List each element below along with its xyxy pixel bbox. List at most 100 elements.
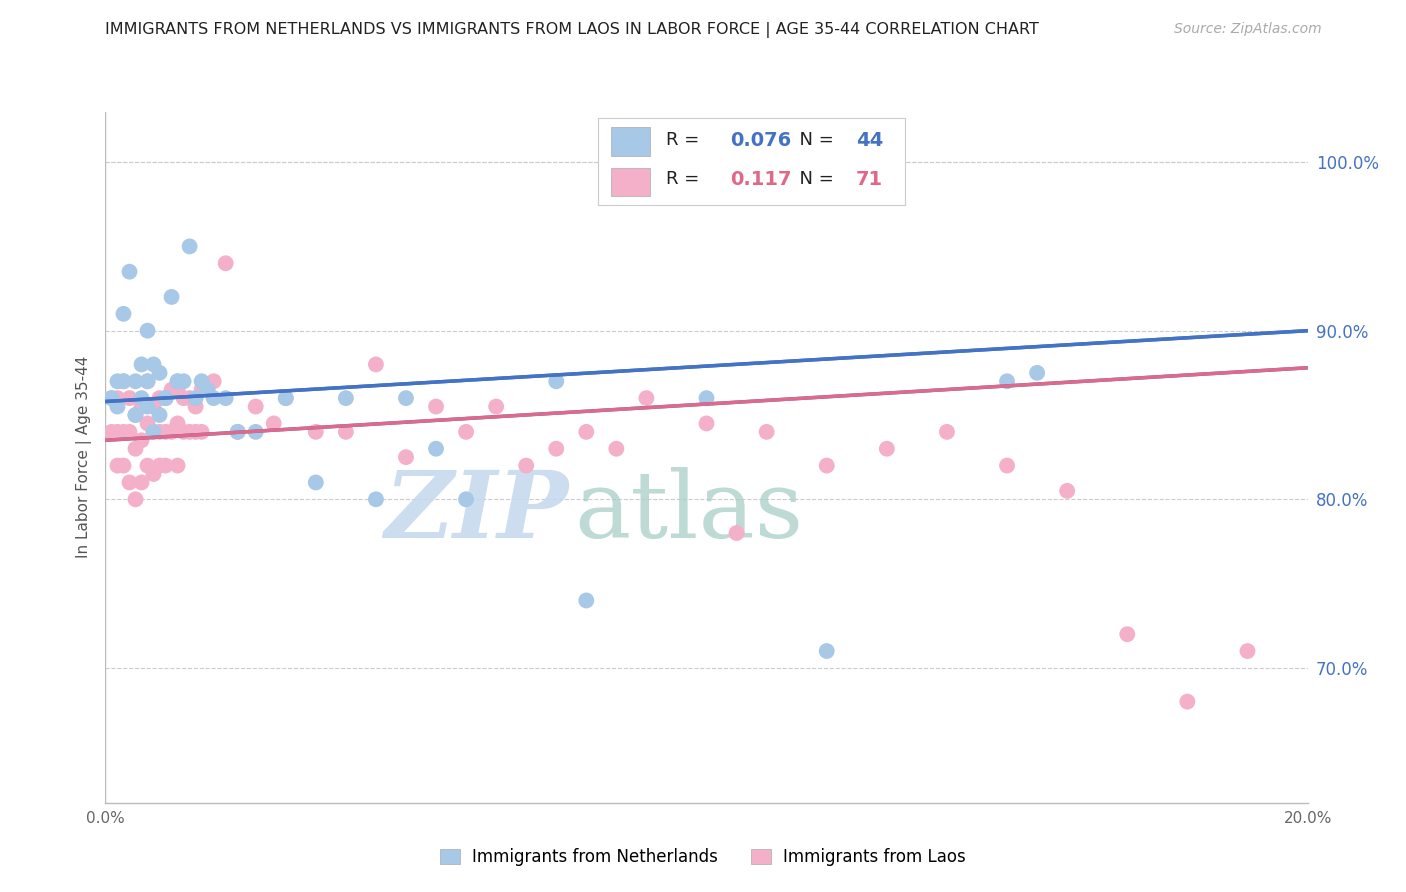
Point: [725, 526, 748, 541]
Point: [1116, 627, 1139, 641]
Point: [136, 400, 159, 414]
Point: [636, 391, 658, 405]
Point: [124, 492, 146, 507]
Point: [131, 358, 153, 372]
Point: [425, 400, 447, 414]
Text: atlas: atlas: [574, 467, 804, 558]
Point: [1026, 366, 1049, 380]
Point: [160, 383, 183, 397]
Point: [696, 417, 718, 431]
Point: [305, 475, 328, 490]
Point: [118, 475, 141, 490]
Point: [136, 324, 159, 338]
Point: [124, 442, 146, 456]
Point: [131, 475, 153, 490]
Point: [148, 408, 170, 422]
Point: [107, 391, 129, 405]
Point: [605, 442, 627, 456]
Point: [136, 374, 159, 388]
Point: [202, 374, 225, 388]
Point: [546, 442, 568, 456]
Point: [226, 425, 249, 439]
Point: [155, 391, 177, 405]
Point: [112, 374, 135, 388]
Legend: Immigrants from Netherlands, Immigrants from Laos: Immigrants from Netherlands, Immigrants …: [432, 840, 974, 875]
Point: [112, 425, 135, 439]
Point: [425, 442, 447, 456]
Point: [142, 400, 165, 414]
Point: [245, 400, 267, 414]
Point: [173, 425, 195, 439]
Text: IMMIGRANTS FROM NETHERLANDS VS IMMIGRANTS FROM LAOS IN LABOR FORCE | AGE 35-44 C: IMMIGRANTS FROM NETHERLANDS VS IMMIGRANT…: [105, 22, 1039, 38]
Point: [136, 458, 159, 473]
Point: [1236, 644, 1258, 658]
Point: [454, 492, 477, 507]
Point: [184, 400, 207, 414]
Point: [190, 374, 212, 388]
Point: [155, 391, 177, 405]
Point: [166, 458, 188, 473]
Point: [100, 425, 122, 439]
Point: [454, 425, 477, 439]
Point: [160, 425, 183, 439]
Point: [112, 307, 135, 321]
Point: [100, 391, 122, 405]
Point: [184, 425, 207, 439]
Point: [118, 425, 141, 439]
Point: [485, 400, 508, 414]
Point: [214, 391, 236, 405]
Point: [1056, 483, 1078, 498]
Point: [142, 467, 165, 481]
Point: [575, 425, 598, 439]
Point: [112, 374, 135, 388]
Point: [107, 425, 129, 439]
Point: [179, 425, 201, 439]
Point: [202, 391, 225, 405]
Point: [118, 265, 141, 279]
Point: [546, 374, 568, 388]
Point: [815, 458, 838, 473]
Point: [226, 425, 249, 439]
Point: [166, 383, 188, 397]
Point: [136, 417, 159, 431]
Point: [160, 290, 183, 304]
Point: [1175, 695, 1198, 709]
Text: ZIP: ZIP: [384, 467, 568, 558]
Point: [131, 391, 153, 405]
Point: [100, 391, 122, 405]
Point: [179, 239, 201, 253]
Point: [155, 391, 177, 405]
Point: [575, 593, 598, 607]
Point: [305, 425, 328, 439]
Point: [148, 391, 170, 405]
Point: [124, 374, 146, 388]
Point: [184, 391, 207, 405]
Point: [142, 425, 165, 439]
Point: [155, 458, 177, 473]
Point: [136, 374, 159, 388]
Point: [995, 374, 1018, 388]
Point: [124, 408, 146, 422]
Y-axis label: In Labor Force | Age 35-44: In Labor Force | Age 35-44: [76, 356, 91, 558]
Point: [107, 458, 129, 473]
Point: [395, 450, 418, 464]
Point: [395, 391, 418, 405]
Point: [995, 458, 1018, 473]
Point: [364, 492, 387, 507]
Point: [166, 374, 188, 388]
Point: [335, 425, 357, 439]
Point: [173, 391, 195, 405]
Point: [190, 425, 212, 439]
Point: [696, 391, 718, 405]
Point: [274, 391, 297, 405]
Point: [179, 391, 201, 405]
Point: [148, 458, 170, 473]
Text: Source: ZipAtlas.com: Source: ZipAtlas.com: [1174, 22, 1322, 37]
Point: [118, 391, 141, 405]
Point: [107, 400, 129, 414]
Point: [166, 417, 188, 431]
Point: [112, 458, 135, 473]
Point: [197, 383, 219, 397]
Point: [173, 374, 195, 388]
Point: [190, 383, 212, 397]
